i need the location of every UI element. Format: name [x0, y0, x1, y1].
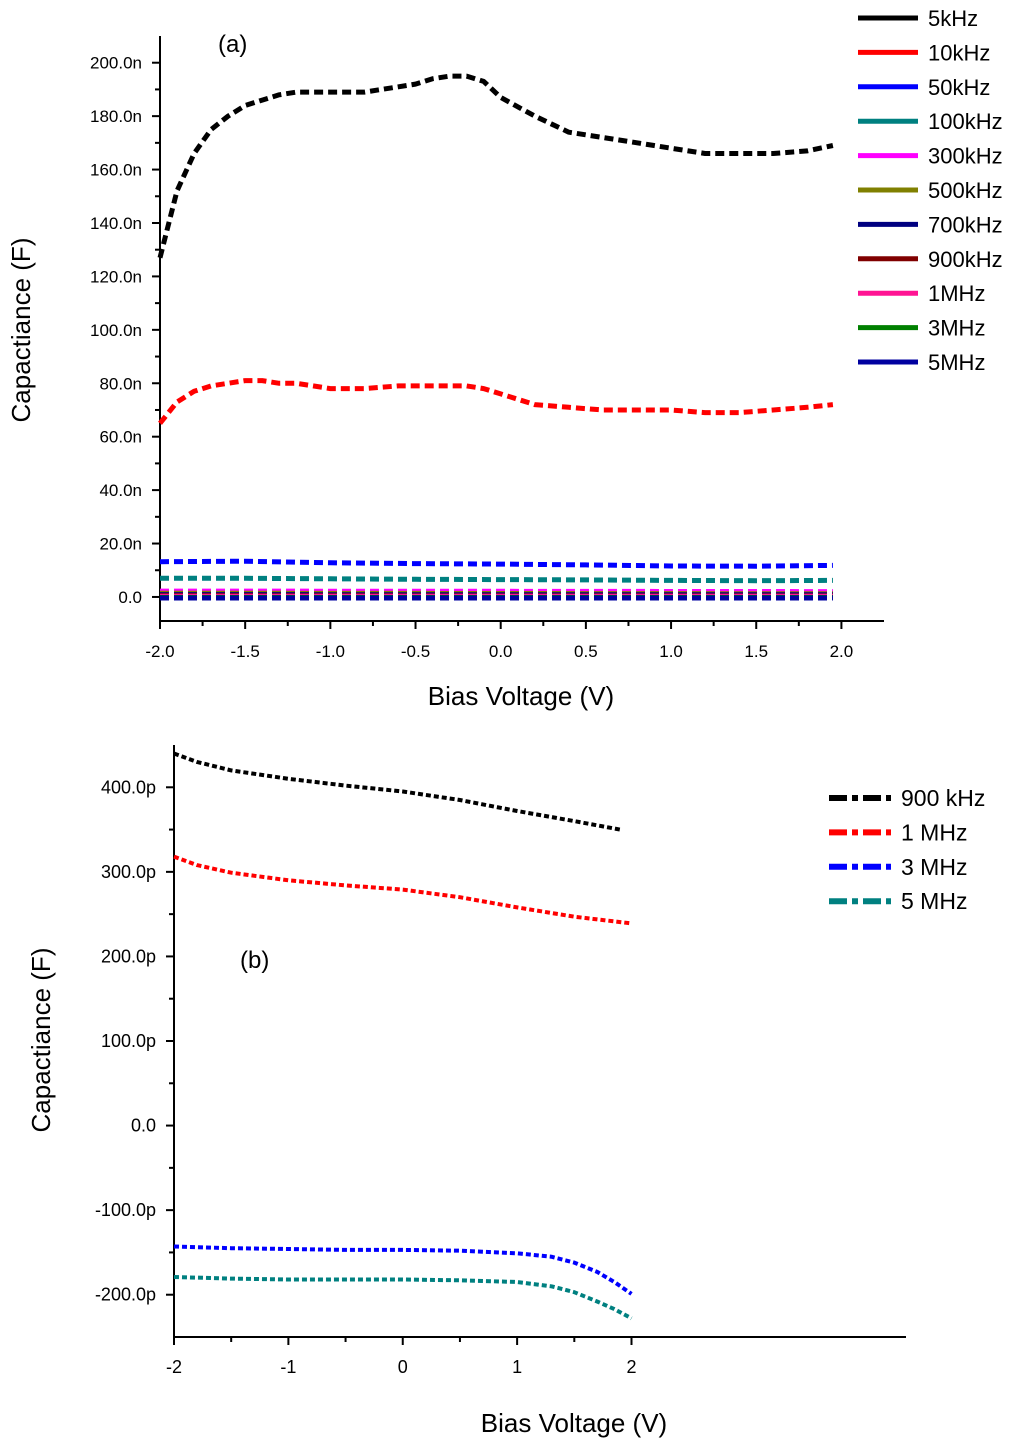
panel-a-x-tick-label: 1.0 — [659, 642, 683, 661]
panel-b-legend: 900 kHz 1 MHz 3 MHz 5 MHz — [829, 785, 985, 914]
panel-a-y-tick-label: 140.0n — [90, 214, 142, 233]
panel-a-y-axis-title: Capactiance (F) — [6, 238, 36, 423]
panel-b-y-tick-label: 400.0p — [101, 777, 156, 797]
panel-b-y-tick-label: 200.0p — [101, 946, 156, 966]
panel-a-ticks: -2.0 -1.5 -1.0 -0.5 0.0 0.5 1.0 1.5 2.0 0.0 20.0n 4… — [90, 54, 853, 661]
panel-a-legend: 5kHz 10kHz 50kHz 100kHz 300kHz 500kHz 700kHz 90… — [858, 6, 1003, 375]
chart-panel-a: -2.0 -1.5 -1.0 -0.5 0.0 0.5 1.0 1.5 2.0 0.0 20.0n 4… — [6, 6, 1003, 711]
panel-b-y-tick-label: 100.0p — [101, 1031, 156, 1051]
panel-a-legend-label: 5MHz — [928, 350, 985, 375]
panel-b-series-line-1 — [173, 854, 632, 926]
panel-a-y-tick-label: 0.0 — [118, 588, 142, 607]
panel-a-y-tick-label: 120.0n — [90, 267, 142, 286]
panel-a-legend-label: 3MHz — [928, 316, 985, 341]
panel-b-x-tick-label: -1 — [280, 1357, 296, 1377]
panel-b-x-tick-label: 1 — [512, 1357, 522, 1377]
panel-a-x-tick-label: -1.5 — [231, 642, 260, 661]
panel-a-y-tick-label: 200.0n — [90, 54, 142, 73]
panel-a-series-line-1 — [158, 378, 834, 425]
panel-a-legend-label: 1MHz — [928, 281, 985, 306]
panel-b-y-tick-label: -100.0p — [95, 1200, 156, 1220]
panel-b-y-axis-title: Capactiance (F) — [26, 948, 56, 1133]
panel-a-legend-label: 10kHz — [928, 40, 990, 65]
panel-a-y-tick-label: 180.0n — [90, 107, 142, 126]
panel-b-series-line-3 — [173, 1275, 633, 1321]
panel-b-x-tick-label: 2 — [626, 1357, 636, 1377]
panel-a-series-line-0 — [157, 73, 834, 259]
panel-b-x-tick-label: 0 — [398, 1357, 408, 1377]
panel-a-legend-label: 100kHz — [928, 109, 1003, 134]
panel-a-x-tick-label: -1.0 — [316, 642, 345, 661]
panel-b-x-axis-title: Bias Voltage (V) — [481, 1408, 667, 1438]
panel-a-y-tick-label: 40.0n — [99, 481, 142, 500]
panel-b-x-tick-label: -2 — [166, 1357, 182, 1377]
panel-a-x-tick-label: 2.0 — [830, 642, 854, 661]
panel-a-x-axis-title: Bias Voltage (V) — [428, 681, 614, 711]
panel-a-legend-label: 5kHz — [928, 6, 978, 31]
panel-a-series-group — [157, 73, 834, 601]
chart-panel-b: -2 -1 0 1 2 -200.0p -100.0p 0.0 100.0p 200.0p 300.… — [26, 745, 985, 1438]
panel-a-x-tick-label: 1.5 — [744, 642, 768, 661]
panel-a-y-tick-label: 100.0n — [90, 321, 142, 340]
panel-a-series-line-3 — [160, 575, 833, 584]
panel-a-y-tick-label: 20.0n — [99, 535, 142, 554]
panel-a-legend-label: 700kHz — [928, 212, 1003, 237]
panel-b-series-group — [173, 751, 633, 1321]
panel-a-x-tick-label: -2.0 — [145, 642, 174, 661]
panel-a-x-tick-label: 0.0 — [489, 642, 513, 661]
panel-a-y-tick-label: 160.0n — [90, 161, 142, 180]
panel-a-x-tick-label: 0.5 — [574, 642, 598, 661]
panel-b-legend-label: 5 MHz — [901, 888, 967, 914]
panel-a-y-tick-label: 80.0n — [99, 374, 142, 393]
panel-a-x-tick-label: -0.5 — [401, 642, 430, 661]
panel-b-series-line-0 — [173, 751, 621, 832]
panel-b-legend-label: 1 MHz — [901, 819, 967, 845]
panel-b-series-line-2 — [173, 1244, 633, 1296]
panel-a-legend-label: 500kHz — [928, 178, 1003, 203]
panel-b-y-tick-label: 300.0p — [101, 862, 156, 882]
panel-b-y-tick-label: -200.0p — [95, 1285, 156, 1305]
panel-a-legend-label: 50kHz — [928, 75, 990, 100]
panel-b-y-tick-label: 0.0 — [131, 1116, 156, 1136]
panel-a-legend-label: 900kHz — [928, 247, 1003, 272]
panel-b-label: (b) — [240, 947, 269, 974]
panel-a-legend-label: 300kHz — [928, 144, 1003, 169]
panel-b-legend-label: 900 kHz — [901, 785, 985, 811]
panel-b-legend-label: 3 MHz — [901, 854, 967, 880]
panel-a-y-tick-label: 60.0n — [99, 428, 142, 447]
panel-a-series-line-2 — [159, 558, 833, 569]
panel-b-ticks: -2 -1 0 1 2 -200.0p -100.0p 0.0 100.0p 200.0p 300.… — [95, 777, 637, 1377]
panel-a-label: (a) — [218, 31, 247, 58]
